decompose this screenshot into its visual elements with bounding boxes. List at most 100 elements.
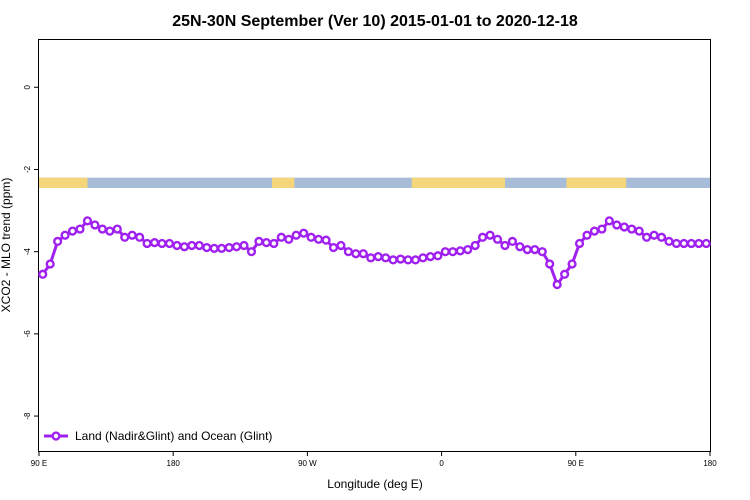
series-layer: [38, 216, 711, 290]
data-point: [463, 245, 473, 255]
x-tick-label-3: 0: [439, 459, 444, 468]
data-point: [679, 238, 689, 249]
data-point: [164, 238, 175, 249]
land-segment-3: [566, 177, 627, 188]
data-point: [284, 234, 294, 244]
legend-label: Land (Nadir&Glint) and Ocean (Glint): [75, 429, 272, 443]
data-point: [97, 224, 107, 234]
data-point: [366, 253, 376, 263]
legend: Land (Nadir&Glint) and Ocean (Glint): [44, 429, 272, 443]
data-point: [224, 242, 234, 253]
data-point: [597, 224, 607, 234]
data-point: [373, 251, 383, 262]
y-tick-label-0: 0: [23, 84, 32, 89]
series-line-0: [41, 219, 707, 287]
data-point: [112, 224, 122, 234]
x-axis-label: Longitude (deg E): [327, 477, 422, 491]
data-point: [261, 238, 271, 248]
data-point: [403, 255, 413, 265]
data-point: [567, 259, 577, 269]
x-tick-label-2: 90 W: [298, 459, 317, 468]
data-point: [187, 240, 197, 251]
data-point: [343, 247, 354, 257]
data-point: [500, 240, 510, 251]
data-point: [313, 234, 324, 244]
data-point: [642, 232, 652, 242]
x-tick-label-5: 180: [703, 459, 717, 468]
data-point: [582, 230, 592, 240]
data-point: [239, 240, 249, 251]
data-point: [299, 228, 309, 238]
data-point: [53, 236, 63, 246]
data-point: [172, 240, 182, 251]
chart-title: 25N-30N September (Ver 10) 2015-01-01 to…: [172, 13, 578, 30]
x-tick-label-1: 180: [167, 459, 181, 468]
data-point: [418, 253, 428, 263]
data-point: [381, 253, 391, 263]
plot-frame: [38, 39, 711, 452]
y-axis-label: XCO2 - MLO trend (ppm): [0, 178, 13, 313]
data-point: [627, 224, 637, 234]
land-ocean-band: [39, 177, 710, 188]
data-point: [530, 245, 540, 255]
data-point: [589, 226, 600, 236]
y-tick-label-4: -8: [23, 412, 32, 420]
data-point: [82, 216, 93, 226]
data-point: [694, 238, 704, 249]
land-segment-0: [39, 177, 88, 188]
data-point: [336, 240, 346, 251]
data-point: [664, 236, 674, 246]
x-tick-label-0: 90 E: [31, 459, 47, 468]
data-point: [105, 226, 115, 236]
data-point: [276, 232, 286, 242]
x-tick-label-4: 90 E: [568, 459, 584, 468]
data-point: [492, 234, 503, 244]
land-segment-1: [271, 177, 295, 188]
data-point: [90, 220, 100, 230]
data-point: [612, 220, 622, 230]
data-point: [179, 242, 189, 252]
y-axis: 0 -2 -4 -6 -8: [23, 84, 39, 420]
data-point: [478, 232, 488, 242]
y-tick-label-3: -6: [23, 330, 32, 338]
data-point: [522, 245, 532, 255]
data-point: [246, 247, 257, 257]
data-point: [75, 224, 85, 234]
data-point: [686, 238, 696, 249]
legend-marker: [51, 431, 61, 441]
data-point: [671, 238, 682, 249]
data-point: [194, 240, 204, 251]
data-point: [634, 226, 644, 236]
y-tick-label-1: -2: [23, 165, 32, 173]
data-point: [656, 232, 667, 242]
data-point: [440, 247, 450, 257]
data-point: [560, 269, 570, 279]
data-point: [619, 222, 629, 232]
data-point: [67, 226, 78, 236]
y-tick-label-2: -4: [23, 248, 32, 256]
data-point: [433, 251, 443, 261]
data-point: [45, 259, 55, 269]
land-segment-2: [411, 177, 505, 188]
data-point: [552, 279, 562, 290]
ocean-band: [39, 177, 710, 188]
data-point: [209, 243, 219, 253]
data-point: [455, 246, 465, 256]
data-point: [231, 242, 242, 252]
data-point: [306, 232, 316, 242]
data-point: [127, 230, 137, 240]
data-point: [358, 249, 368, 259]
data-point: [574, 238, 585, 249]
data-point: [515, 242, 525, 252]
data-point: [470, 240, 480, 251]
data-point: [321, 235, 331, 245]
data-point: [448, 247, 458, 257]
data-point: [388, 255, 398, 265]
data-point: [701, 238, 711, 249]
data-point: [410, 255, 421, 265]
data-point: [135, 232, 145, 242]
data-point: [604, 216, 614, 226]
data-point: [60, 230, 70, 240]
data-point: [485, 230, 495, 240]
